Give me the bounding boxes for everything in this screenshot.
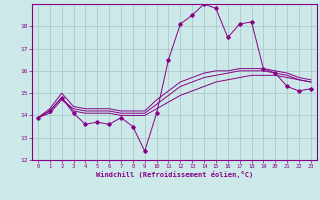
X-axis label: Windchill (Refroidissement éolien,°C): Windchill (Refroidissement éolien,°C) — [96, 171, 253, 178]
